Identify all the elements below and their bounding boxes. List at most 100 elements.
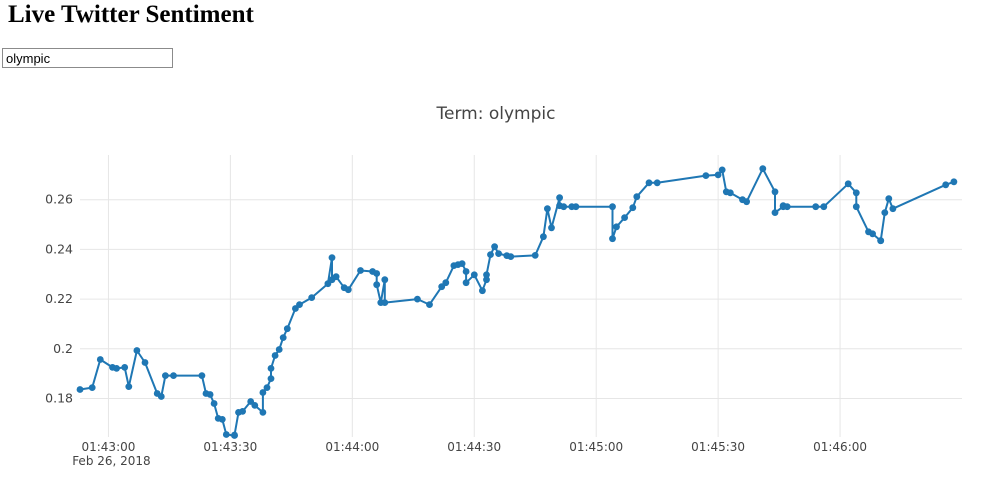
data-point [263, 384, 271, 391]
x-tick-label: 01:45:00 [569, 440, 623, 454]
data-point [344, 286, 352, 294]
data-point [950, 178, 958, 186]
data-point [279, 334, 287, 341]
data-point [381, 299, 389, 306]
grid-layer [80, 155, 962, 437]
data-point [718, 166, 726, 174]
data-point [470, 271, 478, 279]
data-point [157, 393, 165, 400]
data-point [869, 230, 876, 238]
data-point [885, 195, 893, 203]
data-point [820, 203, 828, 211]
data-point [121, 364, 129, 371]
data-point [531, 252, 539, 259]
data-point [141, 359, 149, 366]
x-tick-label: 01:46:00 [813, 440, 867, 454]
data-point [462, 279, 470, 287]
chart-title: Term: olympic [436, 104, 556, 124]
data-point [328, 254, 336, 261]
data-point [231, 431, 238, 439]
data-point [210, 400, 218, 407]
y-tick-label: 0.26 [45, 192, 73, 207]
series-layer [76, 165, 958, 439]
data-point [881, 209, 889, 216]
data-point [633, 193, 641, 201]
page-title: Live Twitter Sentiment [8, 1, 254, 28]
x-tick-label: 01:43:30 [203, 440, 257, 454]
data-point [812, 203, 820, 211]
data-point [239, 408, 247, 415]
data-point [222, 431, 230, 438]
data-point [267, 365, 275, 372]
data-point [714, 171, 722, 179]
data-point [271, 352, 279, 359]
data-point [133, 347, 141, 354]
data-point [458, 260, 466, 267]
data-point [218, 416, 226, 423]
data-point [942, 181, 950, 189]
data-point [621, 214, 628, 222]
y-tick-label: 0.2 [53, 341, 73, 356]
data-point [125, 383, 133, 390]
data-point [771, 188, 779, 196]
data-point [373, 270, 381, 277]
data-point [556, 194, 563, 202]
data-point [771, 209, 779, 216]
data-point [852, 203, 860, 211]
data-point [544, 205, 551, 213]
data-point [381, 276, 389, 284]
data-point [613, 223, 620, 231]
term-input[interactable] [2, 48, 173, 68]
data-point [743, 198, 750, 206]
data-point [702, 172, 710, 179]
data-point [96, 356, 104, 363]
x-tick-label: 01:44:00 [325, 440, 379, 454]
y-tick-label: 0.22 [45, 291, 73, 306]
data-point [726, 189, 734, 197]
data-point [759, 165, 767, 173]
data-point [308, 294, 316, 301]
data-point [483, 276, 490, 284]
x-axis-date-label: Feb 26, 2018 [72, 454, 151, 468]
data-point [88, 384, 96, 391]
data-point [357, 267, 364, 274]
data-point [609, 203, 616, 211]
data-point [560, 203, 568, 211]
y-tick-label: 0.18 [45, 390, 73, 405]
data-point [259, 409, 267, 416]
data-point [442, 279, 450, 287]
data-point [479, 287, 486, 295]
data-point [426, 301, 433, 308]
data-point [844, 180, 852, 188]
data-point [645, 179, 653, 187]
data-point [491, 243, 498, 251]
data-point [76, 386, 84, 393]
data-point [170, 372, 177, 379]
data-point [275, 346, 283, 353]
data-point [572, 203, 580, 211]
data-point [548, 224, 555, 232]
x-tick-label: 01:45:30 [691, 440, 745, 454]
data-point [462, 268, 470, 275]
x-tick-label: 01:44:30 [447, 440, 501, 454]
data-point [653, 179, 661, 187]
data-point [852, 189, 860, 197]
data-point [113, 365, 120, 372]
data-point [507, 253, 515, 260]
data-point [198, 372, 206, 379]
y-tick-label: 0.24 [45, 241, 73, 256]
data-point [540, 233, 547, 241]
data-point [495, 250, 502, 257]
x-tick-label: 01:43:00 [81, 440, 135, 454]
data-point [609, 235, 616, 243]
data-point [483, 271, 490, 279]
data-point [206, 391, 214, 398]
data-point [259, 389, 267, 396]
data-point [162, 372, 169, 379]
data-point [629, 204, 637, 212]
data-point [332, 273, 340, 281]
data-point [877, 237, 885, 245]
